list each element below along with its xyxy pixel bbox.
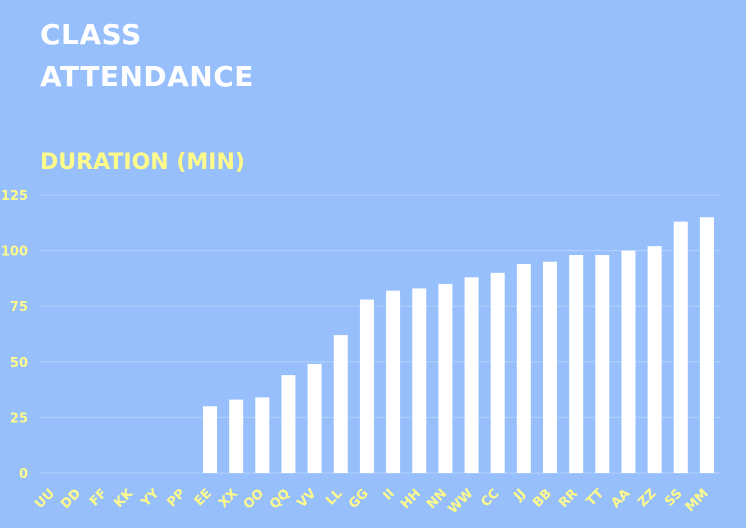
bar-cc bbox=[490, 272, 505, 473]
bar-bb bbox=[543, 261, 557, 473]
bar-tt bbox=[595, 255, 610, 473]
y-tick-label: 25 bbox=[10, 411, 28, 426]
x-tick-label: SS bbox=[662, 486, 685, 509]
x-tick-label: LL bbox=[323, 486, 345, 508]
x-tick-label: JJ bbox=[511, 486, 529, 504]
bar-rr bbox=[569, 255, 584, 473]
x-tick-label: MM bbox=[683, 486, 712, 515]
x-tick-label: UU bbox=[32, 486, 58, 512]
y-tick-label: 100 bbox=[1, 245, 28, 260]
chart-title-line-2: ATTENDANCE bbox=[40, 60, 254, 93]
x-tick-label: PP bbox=[165, 486, 189, 510]
bar-nn bbox=[438, 283, 453, 473]
x-tick-label: XX bbox=[216, 486, 241, 511]
bar-ee bbox=[203, 406, 217, 473]
x-tick-label: II bbox=[380, 486, 397, 503]
x-tick-label: DD bbox=[58, 486, 84, 512]
y-axis-label: DURATION (MIN) bbox=[40, 150, 245, 175]
y-axis-ticks: 0 25 50 75 100 125 bbox=[1, 189, 28, 482]
bar-ss bbox=[673, 221, 688, 473]
x-tick-label: TT bbox=[584, 486, 607, 509]
bars bbox=[203, 217, 714, 473]
y-tick-label: 75 bbox=[10, 300, 28, 315]
x-tick-label: VV bbox=[295, 486, 320, 511]
bar-aa bbox=[621, 250, 636, 473]
x-tick-label: WW bbox=[445, 486, 476, 517]
x-tick-label: CC bbox=[478, 486, 502, 510]
bar-vv bbox=[307, 364, 322, 473]
bar-xx bbox=[229, 399, 244, 473]
bar-hh bbox=[412, 288, 427, 473]
grid-lines bbox=[40, 194, 720, 474]
bar-zz bbox=[647, 246, 662, 473]
x-tick-label: RR bbox=[556, 486, 581, 511]
bar-oo bbox=[255, 397, 270, 473]
bar-ww bbox=[464, 277, 479, 473]
x-tick-label: HH bbox=[398, 486, 424, 512]
x-tick-label: YY bbox=[138, 486, 163, 511]
x-tick-label: AA bbox=[608, 486, 633, 511]
x-tick-label: EE bbox=[192, 486, 215, 509]
x-tick-label: KK bbox=[112, 486, 138, 512]
bar-ll bbox=[333, 335, 348, 473]
chart-title: CLASS ATTENDANCE bbox=[40, 14, 254, 98]
x-tick-label: ZZ bbox=[636, 486, 660, 510]
x-tick-label: QQ bbox=[267, 486, 293, 512]
y-tick-label: 0 bbox=[19, 467, 28, 482]
bar-mm bbox=[699, 217, 714, 473]
y-tick-label: 50 bbox=[10, 356, 28, 371]
bar-ii bbox=[386, 290, 401, 473]
y-tick-label: 125 bbox=[1, 189, 28, 204]
x-tick-label: GG bbox=[346, 486, 372, 512]
bar-qq bbox=[281, 375, 296, 473]
bar-gg bbox=[359, 299, 374, 473]
x-tick-label: OO bbox=[241, 486, 267, 512]
bar-jj bbox=[516, 263, 531, 473]
x-tick-label: BB bbox=[530, 486, 555, 511]
chart-title-line-1: CLASS bbox=[40, 18, 142, 51]
x-tick-label: FF bbox=[87, 486, 110, 509]
